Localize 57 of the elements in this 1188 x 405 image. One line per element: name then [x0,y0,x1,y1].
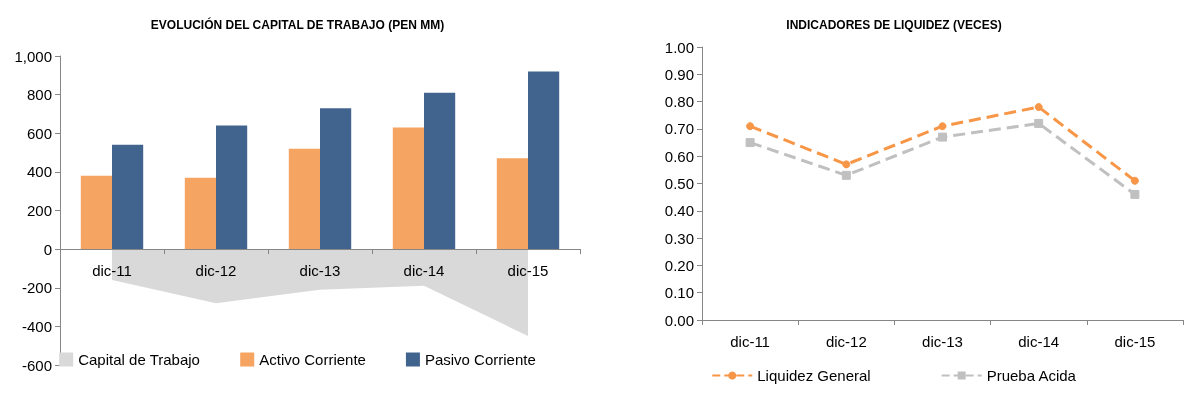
x-tick-label: dic-11 [92,262,132,280]
legend-label: Capital de Trabajo [78,351,200,368]
point [1034,103,1043,112]
bar [184,177,216,250]
y-tick-label: 600 [26,124,52,142]
x-tick-label: dic-15 [507,262,549,280]
x-tick-label: dic-14 [403,262,445,280]
x-tick-label: dic-15 [1114,333,1156,350]
legend-label: Activo Corriente [259,351,366,368]
y-tick-label: -400 [21,317,52,335]
x-tick-label: dic-13 [922,333,963,350]
y-tick-label: 0.60 [664,147,694,165]
chart-title: INDICADORES DE LIQUIDEZ (VECES) [786,18,1002,32]
y-tick-label: -200 [21,279,52,297]
x-tick-label: dic-12 [825,333,867,350]
y-tick-label: 0.20 [664,256,694,274]
bar [288,148,320,250]
y-tick-label: 0.30 [664,229,694,247]
point [938,132,947,142]
bar [80,175,112,250]
legend-label: Pasivo Corriente [424,351,536,368]
bar [496,158,528,250]
point [746,122,755,131]
x-tick-label: dic-11 [730,333,770,350]
y-tick-label: 1.00 [664,38,694,56]
y-tick-label: 0.50 [664,175,694,192]
bar [528,71,560,250]
point [1130,189,1140,199]
y-tick-label: 0.10 [664,284,694,302]
x-tick-label: dic-14 [1018,333,1060,350]
bar [392,127,424,250]
legend-label: Liquidez General [757,367,871,384]
bar [320,108,352,250]
y-tick-label: 800 [26,86,52,104]
y-tick-label: 1,000 [14,47,52,65]
y-tick-label: 0 [43,240,52,258]
y-tick-label: 200 [26,202,52,219]
legend-label: Prueba Acida [986,367,1077,384]
point [1034,118,1044,128]
y-tick-label: 0.40 [664,202,694,220]
y-tick-label: 0.80 [664,93,694,111]
x-tick-label: dic-12 [195,262,237,280]
y-tick-label: 0.70 [664,120,694,138]
bar [112,144,144,250]
point [1130,176,1139,185]
point [842,160,851,169]
y-tick-label: 0.90 [664,65,694,83]
bar [424,92,456,250]
y-tick-label: 0.00 [664,311,694,329]
y-tick-label: -600 [21,356,52,374]
point [938,122,947,131]
y-tick-label: 400 [26,163,52,181]
point [841,170,851,180]
bar [216,125,248,250]
point [745,138,755,148]
chart-title: EVOLUCIÓN DEL CAPITAL DE TRABAJO (PEN MM) [150,17,445,32]
x-tick-label: dic-13 [299,262,341,280]
